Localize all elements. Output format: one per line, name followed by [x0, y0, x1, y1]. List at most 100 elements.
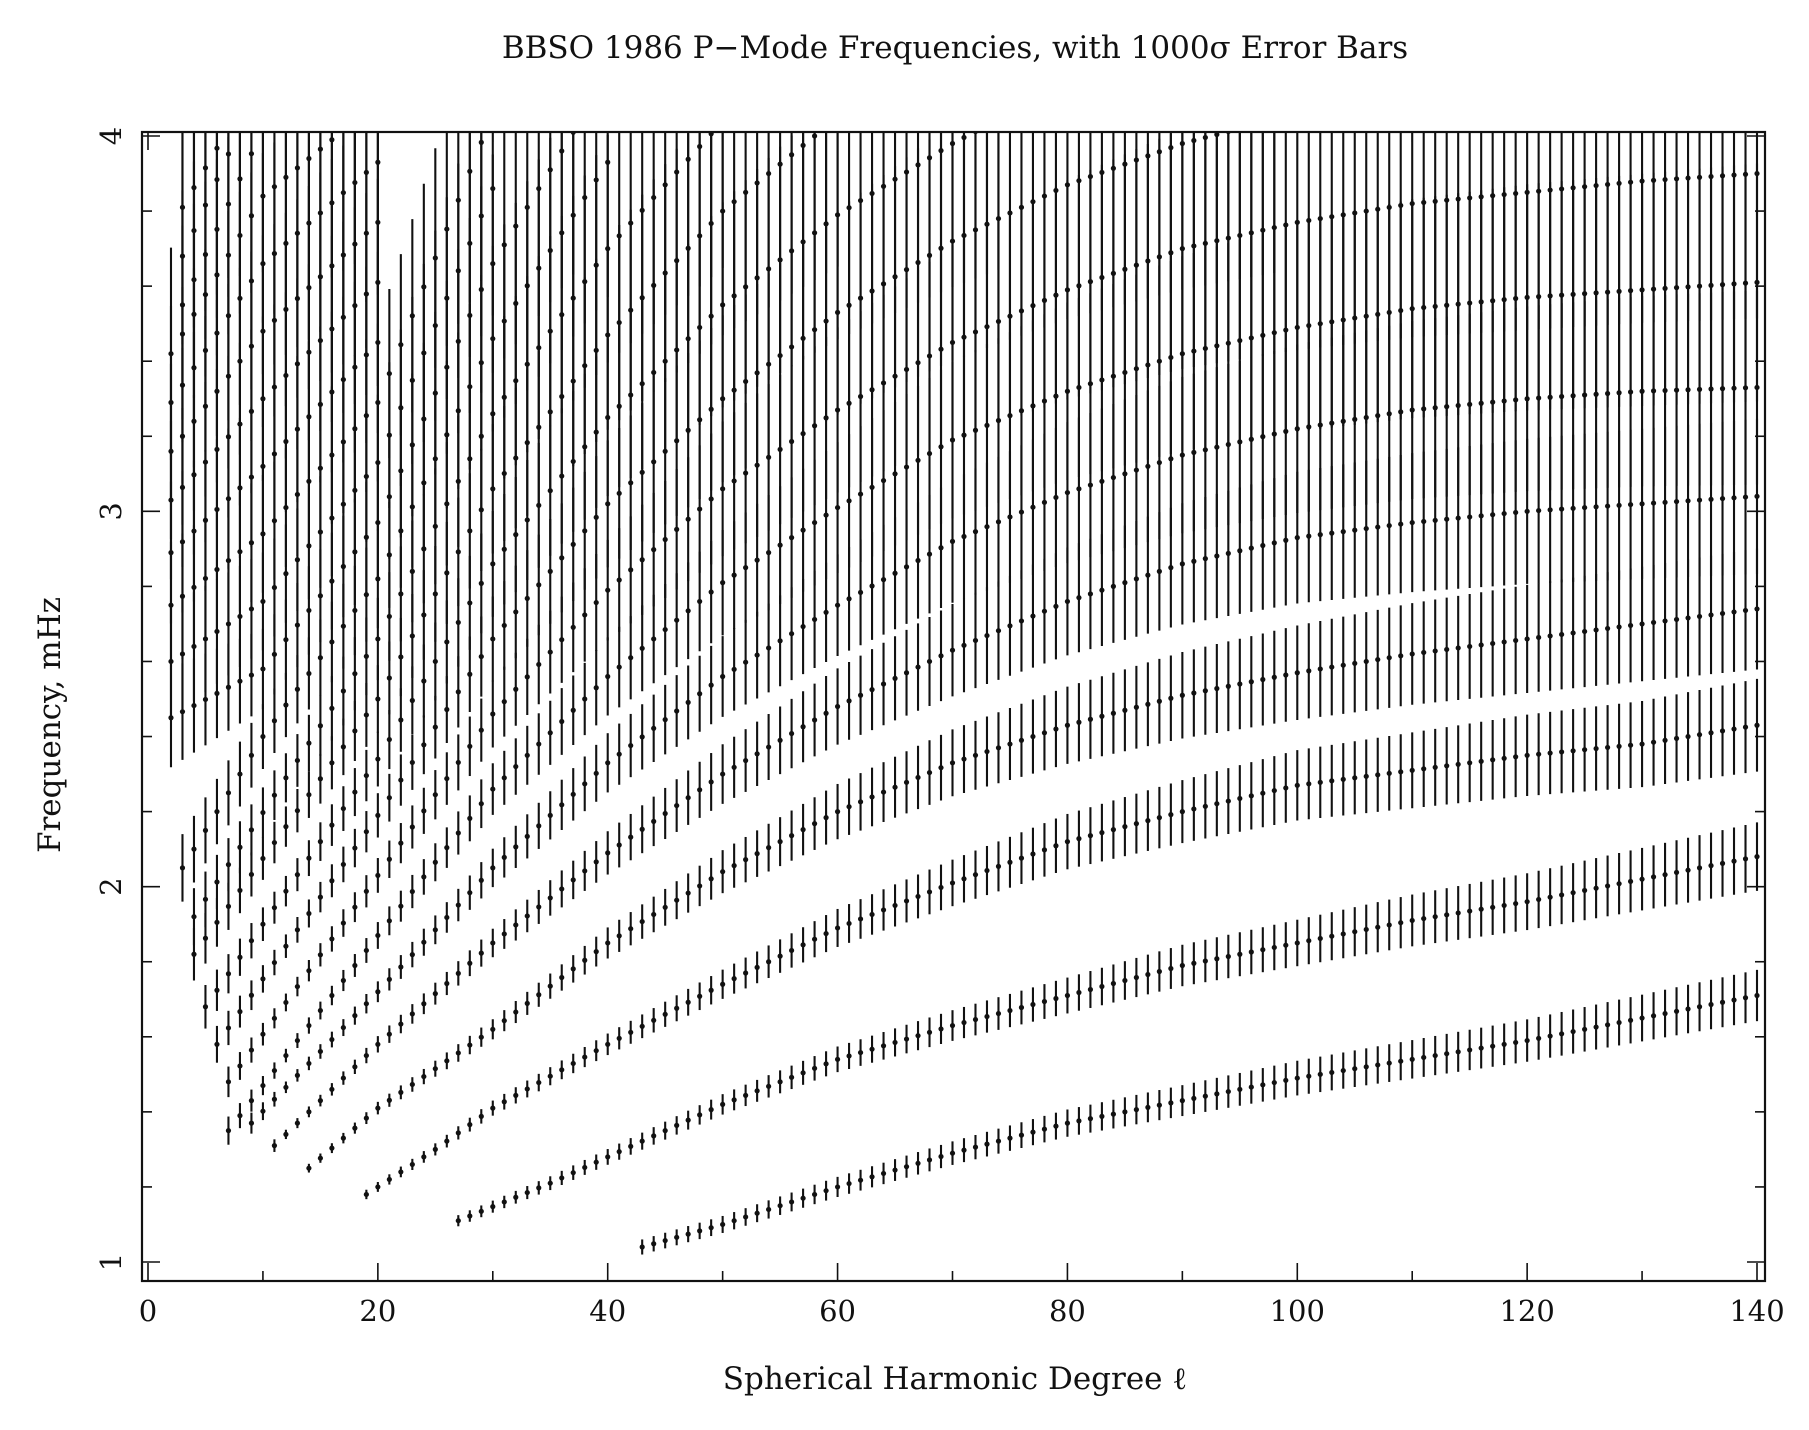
ridge-n14	[168, 132, 576, 768]
mode-point	[1513, 190, 1519, 197]
mode-point	[432, 255, 438, 261]
mode-point	[1673, 735, 1680, 742]
mode-point	[283, 824, 289, 830]
mode-point	[766, 170, 772, 177]
mode-point	[743, 970, 749, 976]
mode-point	[386, 1031, 392, 1037]
mode-point	[191, 951, 197, 957]
mode-point	[616, 933, 622, 939]
mode-point	[1202, 688, 1208, 694]
mode-point	[961, 533, 967, 540]
mode-point	[467, 528, 473, 534]
mode-point	[547, 895, 553, 901]
mode-point	[398, 654, 404, 660]
mode-point	[834, 504, 841, 511]
mode-point	[490, 636, 496, 642]
mode-point	[766, 454, 772, 460]
mode-point	[1650, 1013, 1657, 1019]
mode-point	[662, 810, 668, 817]
mode-point	[237, 678, 243, 684]
mode-point	[1731, 997, 1737, 1003]
mode-point	[869, 190, 875, 197]
mode-point	[743, 1092, 749, 1098]
mode-point	[1650, 874, 1657, 880]
mode-point	[352, 1125, 358, 1131]
mode-point	[1352, 1066, 1358, 1072]
mode-point	[294, 557, 301, 563]
mode-point	[708, 779, 714, 785]
mode-point	[1329, 933, 1335, 939]
mode-point	[1156, 815, 1162, 821]
mode-point	[1191, 806, 1197, 812]
mode-point	[455, 1218, 461, 1224]
mode-point	[513, 763, 519, 770]
mode-point	[271, 718, 278, 724]
mode-point	[674, 526, 680, 532]
mode-point	[260, 1108, 266, 1114]
mode-point	[880, 681, 887, 687]
mode-point	[1179, 452, 1185, 458]
mode-point	[800, 623, 806, 630]
mode-point	[1662, 499, 1668, 505]
mode-point	[777, 161, 783, 167]
mode-point	[1202, 1093, 1208, 1099]
mode-point	[1271, 1079, 1277, 1086]
mode-point	[685, 795, 691, 801]
mode-point	[1616, 881, 1622, 887]
mode-point	[432, 724, 438, 730]
mode-point	[892, 1167, 898, 1173]
mode-point	[651, 547, 657, 553]
mode-point	[1708, 730, 1714, 736]
mode-point	[811, 133, 818, 139]
mode-point	[1719, 860, 1726, 866]
mode-point	[1685, 1006, 1691, 1012]
mode-point	[720, 869, 726, 875]
mode-point	[1087, 986, 1094, 993]
mode-point	[1214, 801, 1220, 807]
mode-point	[857, 692, 864, 698]
mode-point	[421, 808, 427, 814]
mode-point	[857, 589, 864, 596]
mode-point	[1386, 655, 1392, 661]
mode-point	[1168, 145, 1174, 151]
mode-point	[1639, 621, 1645, 627]
mode-point	[1145, 1104, 1151, 1110]
mode-point	[880, 577, 887, 583]
mode-point	[1444, 516, 1450, 522]
mode-point	[478, 1034, 484, 1040]
mode-point	[915, 664, 921, 670]
mode-point	[547, 983, 553, 989]
mode-point	[823, 124, 828, 129]
mode-point	[329, 878, 335, 884]
mode-point	[271, 1096, 278, 1102]
mode-point	[593, 177, 599, 183]
mode-point	[903, 564, 910, 570]
ridge-n2	[455, 822, 1760, 1227]
mode-point	[1168, 565, 1174, 571]
mode-point	[1145, 463, 1151, 469]
mode-point	[478, 1113, 484, 1119]
mode-point	[777, 839, 783, 845]
mode-point	[582, 194, 588, 201]
mode-point	[1329, 1069, 1335, 1076]
mode-point	[662, 536, 668, 543]
mode-point	[271, 1143, 278, 1149]
mode-point	[237, 887, 243, 894]
mode-point	[237, 1113, 243, 1119]
mode-point	[628, 480, 634, 486]
mode-point	[1202, 447, 1208, 453]
mode-point	[536, 741, 542, 747]
mode-point	[363, 653, 369, 659]
mode-point	[777, 1203, 783, 1209]
marks-layer	[168, 124, 1760, 1255]
mode-point	[1191, 558, 1197, 564]
mode-point	[1455, 910, 1461, 916]
mode-point	[1294, 219, 1300, 225]
mode-point	[1490, 193, 1496, 199]
mode-point	[811, 821, 818, 827]
mode-point	[1639, 876, 1645, 882]
mode-point	[1536, 634, 1542, 641]
mode-point	[1099, 587, 1105, 593]
mode-point	[1409, 917, 1415, 924]
mode-point	[248, 151, 255, 157]
